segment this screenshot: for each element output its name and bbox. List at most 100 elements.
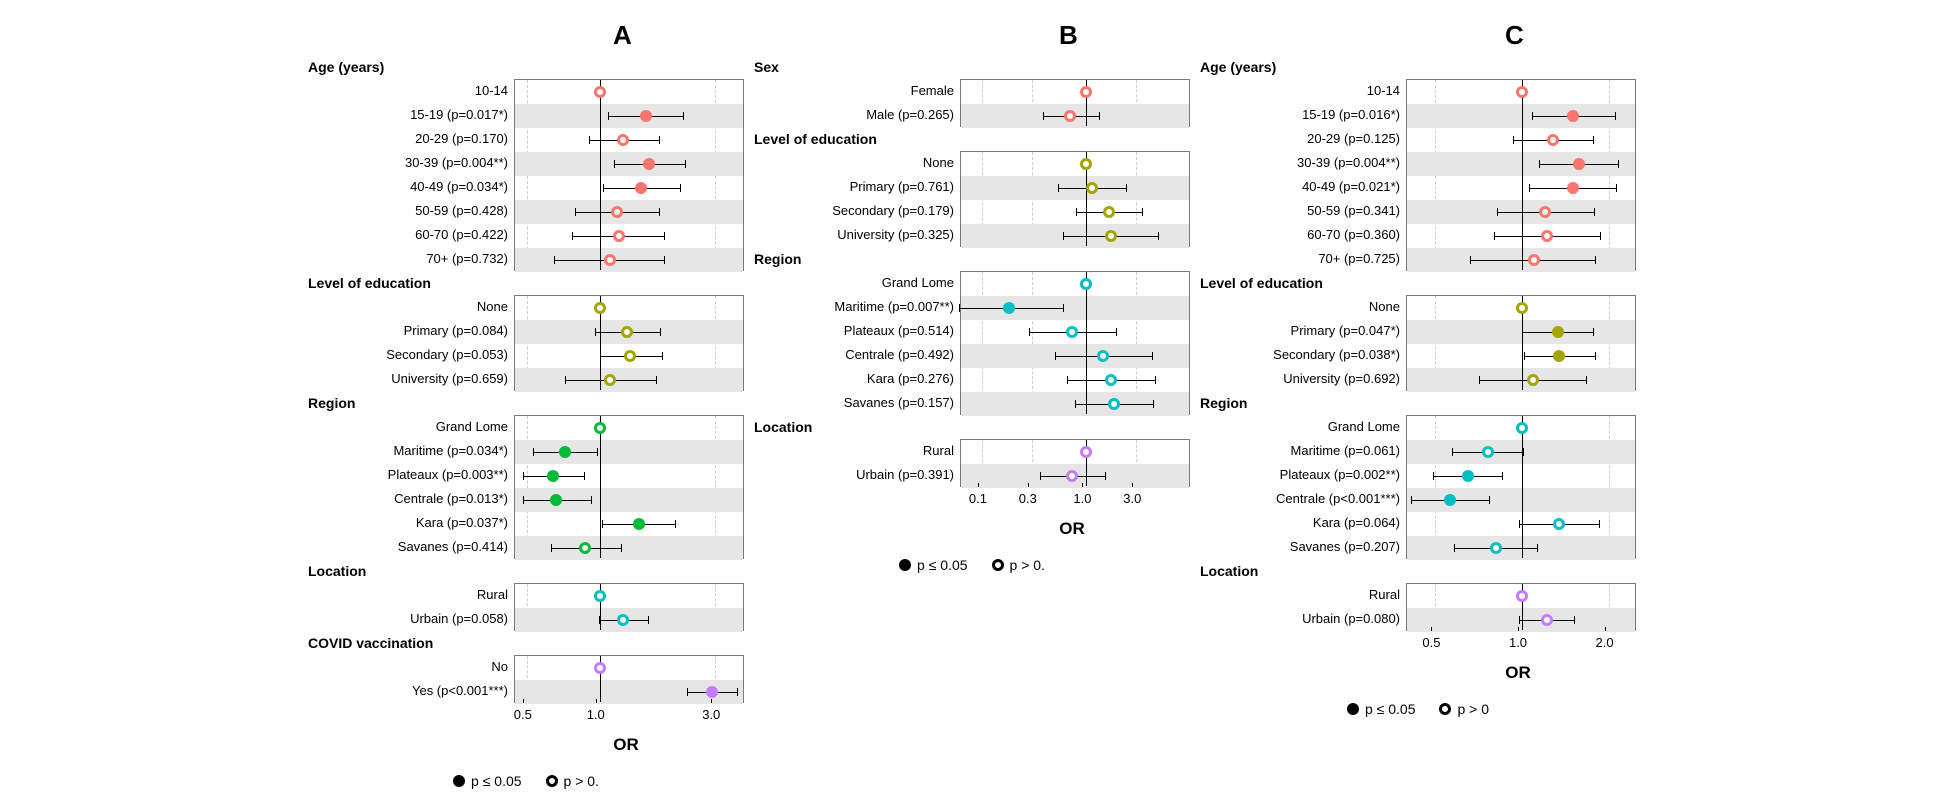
point-marker (635, 182, 647, 194)
point-marker (613, 230, 625, 242)
group-spacer (514, 55, 744, 79)
ci-cap (1105, 472, 1106, 480)
plot-row (1407, 320, 1635, 344)
point-marker (1539, 206, 1551, 218)
plot-row (515, 416, 743, 440)
axis-tick-label: 3.0 (1123, 491, 1141, 506)
plot-row (515, 680, 743, 704)
axis-tick-mark (596, 699, 597, 703)
axis-tick-label: 1.0 (1509, 635, 1527, 650)
plot-row (961, 152, 1189, 176)
legend-marker-filled (453, 775, 465, 787)
axis-tick-label: 0.5 (514, 707, 532, 722)
point-marker (1080, 86, 1092, 98)
ci-cap (602, 520, 603, 528)
group-plot-box (514, 415, 744, 559)
legend-item-nonsig: p > 0 (1439, 701, 1489, 717)
axis-tick-label: 0.5 (1422, 635, 1440, 650)
x-axis: 0.51.03.0 (511, 703, 741, 733)
point-marker (1516, 422, 1528, 434)
axis-title: OR (1403, 663, 1633, 683)
plot-row (1407, 344, 1635, 368)
row-label: 50-59 (p=0.341) (1200, 199, 1400, 223)
legend: p ≤ 0.05 p > 0 (1203, 701, 1633, 717)
plot-row (515, 176, 743, 200)
ci-cap (1043, 112, 1044, 120)
point-marker (594, 302, 606, 314)
group-header: Level of education (754, 127, 954, 151)
row-label: University (p=0.692) (1200, 367, 1400, 391)
ci-cap (599, 616, 600, 624)
legend: p ≤ 0.05p > 0. (757, 557, 1187, 573)
ci-cap (1454, 544, 1455, 552)
row-label: 10-14 (1200, 79, 1400, 103)
reference-line (1086, 272, 1087, 414)
point-marker (604, 374, 616, 386)
ci-cap (1075, 400, 1076, 408)
group-plot-box (1406, 295, 1636, 391)
axis-title-wrap: OR (311, 733, 741, 755)
group-header: Level of education (1200, 271, 1400, 295)
plot-row (515, 656, 743, 680)
plot-row (1407, 128, 1635, 152)
ci-cap (1040, 472, 1041, 480)
row-label: 10-14 (308, 79, 508, 103)
row-label: Savanes (p=0.157) (754, 391, 954, 415)
legend-marker-filled (899, 559, 911, 571)
row-label: 30-39 (p=0.004**) (308, 151, 508, 175)
ci-cap (1099, 112, 1100, 120)
point-marker (1552, 326, 1564, 338)
point-marker (1066, 470, 1078, 482)
plot-row (1407, 200, 1635, 224)
ci-cap (591, 496, 592, 504)
group-header: Region (1200, 391, 1400, 415)
legend-label: p ≤ 0.05 (471, 773, 522, 789)
axis-spacer (311, 703, 511, 733)
labels-column: SexFemaleMale (p=0.265)Level of educatio… (754, 55, 960, 487)
plot-row (1407, 584, 1635, 608)
legend-label: p > 0. (1010, 557, 1045, 573)
row-label: Urbain (p=0.058) (308, 607, 508, 631)
point-marker (1462, 470, 1474, 482)
row-label: Centrale (p=0.492) (754, 343, 954, 367)
plot-row (515, 464, 743, 488)
x-axis: 0.51.02.0 (1403, 631, 1633, 661)
plot-row (515, 224, 743, 248)
ci-cap (565, 376, 566, 384)
ci-cap (1519, 520, 1520, 528)
point-marker (1527, 374, 1539, 386)
row-label: 40-49 (p=0.021*) (1200, 175, 1400, 199)
plot-column (960, 55, 1190, 487)
ci-cap (1067, 376, 1068, 384)
plot-row (961, 392, 1189, 416)
legend-label: p ≤ 0.05 (1365, 701, 1416, 717)
group-header: Age (years) (308, 55, 508, 79)
reference-line (1522, 416, 1523, 558)
legend-marker-filled (1347, 703, 1359, 715)
ci-cap (1522, 328, 1523, 336)
legend-marker-open (1439, 703, 1451, 715)
axis-title-wrap: OR (1203, 661, 1633, 683)
ci-cap (1158, 232, 1159, 240)
group-spacer (960, 55, 1190, 79)
plot-row (515, 608, 743, 632)
legend-item-nonsig: p > 0. (992, 557, 1045, 573)
row-label: 30-39 (p=0.004**) (1200, 151, 1400, 175)
row-label: Maritime (p=0.034*) (308, 439, 508, 463)
group-spacer (1406, 271, 1636, 295)
plot-row (515, 536, 743, 560)
plot-row (1407, 416, 1635, 440)
row-label: Kara (p=0.276) (754, 367, 954, 391)
group-plot-box (514, 295, 744, 391)
row-label: None (308, 295, 508, 319)
labels-column: Age (years)10-1415-19 (p=0.017*)20-29 (p… (308, 55, 514, 703)
axis-tick-mark (978, 483, 979, 487)
group-plot-box (1406, 583, 1636, 631)
ci-cap (662, 352, 663, 360)
plot-row (1407, 176, 1635, 200)
ci-cap (1524, 352, 1525, 360)
point-marker (1080, 158, 1092, 170)
ci-cap (1615, 112, 1616, 120)
axis-title-spacer (757, 517, 957, 539)
ci-cap (1586, 376, 1587, 384)
